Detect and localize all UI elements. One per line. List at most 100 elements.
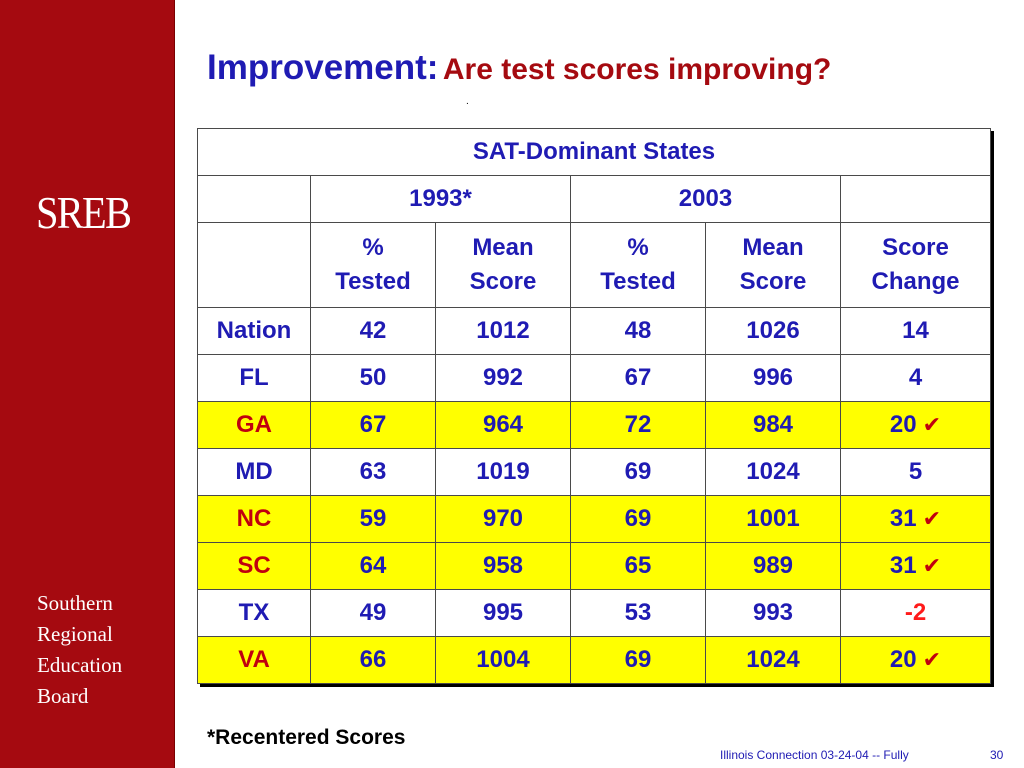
sat-scores-table: SAT-Dominant States 1993* 2003 % Tested M… (197, 128, 991, 684)
checkmark-icon: ✔ (922, 412, 942, 437)
mean-1993-cell-value: 1019 (476, 458, 530, 485)
state-cell-value: Nation (216, 317, 292, 344)
column-header-row: % Tested Mean Score % Tested Mean Score Scor… (197, 222, 991, 308)
state-cell-value: MD (235, 458, 273, 485)
tested-1993-cell-value: 64 (359, 552, 387, 579)
header-line: Mean (742, 234, 804, 261)
tested-2003-cell: 48 (570, 307, 706, 355)
state-cell: TX (197, 589, 311, 637)
footer-text: Illinois Connection 03-24-04 -- Fully (720, 748, 909, 762)
score-change-cell: 31 ✔ (840, 495, 991, 543)
table-row: MD 63 1019 69 1024 5 (197, 448, 991, 496)
header-line: Score (739, 268, 807, 295)
org-line: Southern (37, 591, 113, 615)
state-cell-value: TX (238, 599, 270, 626)
mean-1993-cell-value: 992 (482, 364, 524, 391)
tested-2003-cell: 67 (570, 354, 706, 402)
score-change-cell-value: 14 (902, 317, 929, 344)
state-cell-value: FL (239, 364, 269, 391)
tested-2003-cell: 69 (570, 495, 706, 543)
tested-2003-cell: 65 (570, 542, 706, 590)
score-change-cell: 5 (840, 448, 991, 496)
header-line: % (362, 234, 384, 261)
state-cell: FL (197, 354, 311, 402)
score-change-cell: 4 (840, 354, 991, 402)
checkmark-icon: ✔ (922, 647, 942, 672)
mean-2003-cell: 1001 (705, 495, 841, 543)
mean-1993-cell-value: 970 (482, 505, 524, 532)
header-line: Tested (335, 268, 411, 295)
mean-1993-cell-value: 958 (482, 552, 524, 579)
empty-header-cell (197, 175, 311, 223)
title-subtitle: Are test scores improving? (442, 53, 832, 86)
org-line: Education (37, 653, 123, 677)
tested-1993-cell: 64 (310, 542, 436, 590)
mean-1993-cell-value: 1012 (476, 317, 530, 344)
table-row: TX 49 995 53 993 -2 (197, 589, 991, 637)
title-main: Improvement: (207, 48, 439, 87)
state-cell: NC (197, 495, 311, 543)
footnote: *Recentered Scores (207, 726, 406, 749)
score-change-cell: 31 ✔ (840, 542, 991, 590)
sidebar: SREB Southern Regional Education Board (0, 0, 175, 768)
tested-1993-cell-value: 59 (359, 505, 387, 532)
mean-2003-cell-value: 989 (752, 552, 794, 579)
title-dot: . (466, 96, 469, 107)
state-cell: Nation (197, 307, 311, 355)
tested-1993-cell: 67 (310, 401, 436, 449)
mean-2003-cell-value: 1026 (746, 317, 800, 344)
year-header-1993: 1993* (310, 175, 571, 223)
sreb-logo: SREB (36, 187, 132, 238)
score-change-cell: -2 (840, 589, 991, 637)
org-line: Regional (37, 622, 113, 646)
tested-1993-cell: 42 (310, 307, 436, 355)
state-cell: SC (197, 542, 311, 590)
table-row: VA 66 1004 69 1024 20 ✔ (197, 636, 991, 684)
slide-title: Improvement: Are test scores improving? (207, 48, 831, 88)
state-cell: VA (197, 636, 311, 684)
mean-2003-cell: 1024 (705, 636, 841, 684)
mean-2003-cell: 1024 (705, 448, 841, 496)
mean-1993-cell-value: 995 (482, 599, 524, 626)
tested-2003-cell: 53 (570, 589, 706, 637)
state-cell: GA (197, 401, 311, 449)
mean-2003-cell: 993 (705, 589, 841, 637)
tested-1993-cell-value: 66 (359, 646, 387, 673)
tested-2003-cell-value: 48 (624, 317, 652, 344)
tested-2003-cell-value: 72 (624, 411, 652, 438)
table-row: GA 67 964 72 984 20 ✔ (197, 401, 991, 449)
state-cell: MD (197, 448, 311, 496)
tested-2003-cell-value: 67 (624, 364, 652, 391)
score-change-cell-value: 5 (908, 458, 923, 485)
tested-1993-cell-value: 42 (359, 317, 387, 344)
tested-1993-cell: 49 (310, 589, 436, 637)
mean-2003-cell: 996 (705, 354, 841, 402)
table-row: Nation 42 1012 48 1026 14 (197, 307, 991, 355)
column-header-2003-mean: Mean Score (705, 222, 841, 308)
tested-2003-cell-value: 69 (624, 458, 652, 485)
header-line: Mean (472, 234, 534, 261)
table-row: FL 50 992 67 996 4 (197, 354, 991, 402)
tested-1993-cell-value: 50 (359, 364, 387, 391)
header-line: Change (871, 268, 960, 295)
mean-1993-cell: 958 (435, 542, 571, 590)
year-header-2003: 2003 (570, 175, 841, 223)
column-header-score-change: Score Change (840, 222, 991, 308)
score-change-cell-value: 31 (889, 505, 917, 532)
score-change-cell-value: 4 (908, 364, 923, 391)
score-change-cell-value: 20 (889, 646, 917, 673)
header-line: Tested (600, 268, 676, 295)
tested-1993-cell-value: 49 (359, 599, 387, 626)
tested-1993-cell-value: 67 (359, 411, 387, 438)
mean-2003-cell-value: 993 (752, 599, 794, 626)
mean-1993-cell: 970 (435, 495, 571, 543)
table-caption-row: SAT-Dominant States (197, 128, 991, 176)
tested-2003-cell-value: 69 (624, 505, 652, 532)
mean-2003-cell: 989 (705, 542, 841, 590)
header-line: Score (882, 234, 949, 261)
score-change-cell-value: 20 (889, 411, 917, 438)
table-row: NC 59 970 69 1001 31 ✔ (197, 495, 991, 543)
mean-1993-cell-value: 1004 (476, 646, 530, 673)
tested-1993-cell: 50 (310, 354, 436, 402)
state-cell-value: NC (236, 505, 272, 532)
